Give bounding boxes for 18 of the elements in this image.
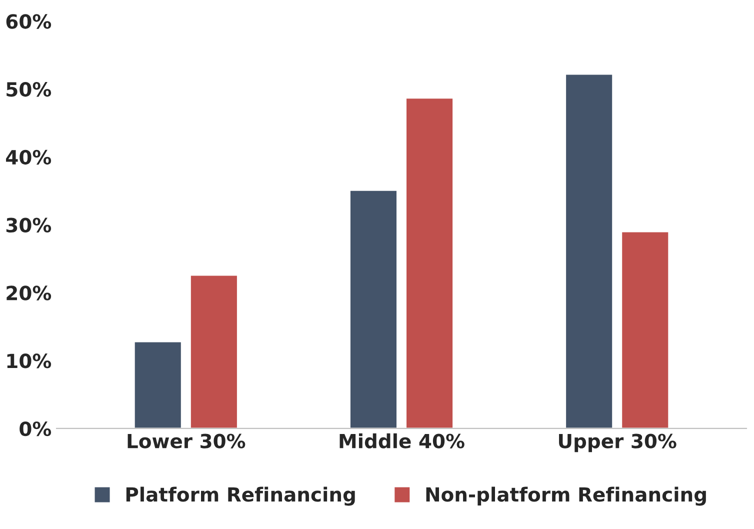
bar xyxy=(190,274,238,428)
legend-label: Platform Refinancing xyxy=(126,486,355,506)
bar xyxy=(620,230,670,428)
x-tick-label: Lower 30% xyxy=(128,434,246,448)
bar xyxy=(564,73,614,428)
y-tick-label: 60% xyxy=(6,14,52,29)
bar xyxy=(349,190,398,428)
bar xyxy=(133,340,182,428)
y-tick-label: 50% xyxy=(6,82,52,97)
y-tick-label: 0% xyxy=(20,421,52,436)
y-tick-label: 40% xyxy=(6,150,52,165)
bar xyxy=(405,97,454,428)
x-tick-label: Middle 40% xyxy=(340,433,464,448)
y-tick-label: 20% xyxy=(6,286,52,300)
y-tick-label: 30% xyxy=(6,218,52,232)
legend-label: Non-platform Refinancing xyxy=(426,486,706,506)
x-tick-label: Upper 30% xyxy=(559,434,676,452)
y-tick-label: 10% xyxy=(7,354,52,368)
